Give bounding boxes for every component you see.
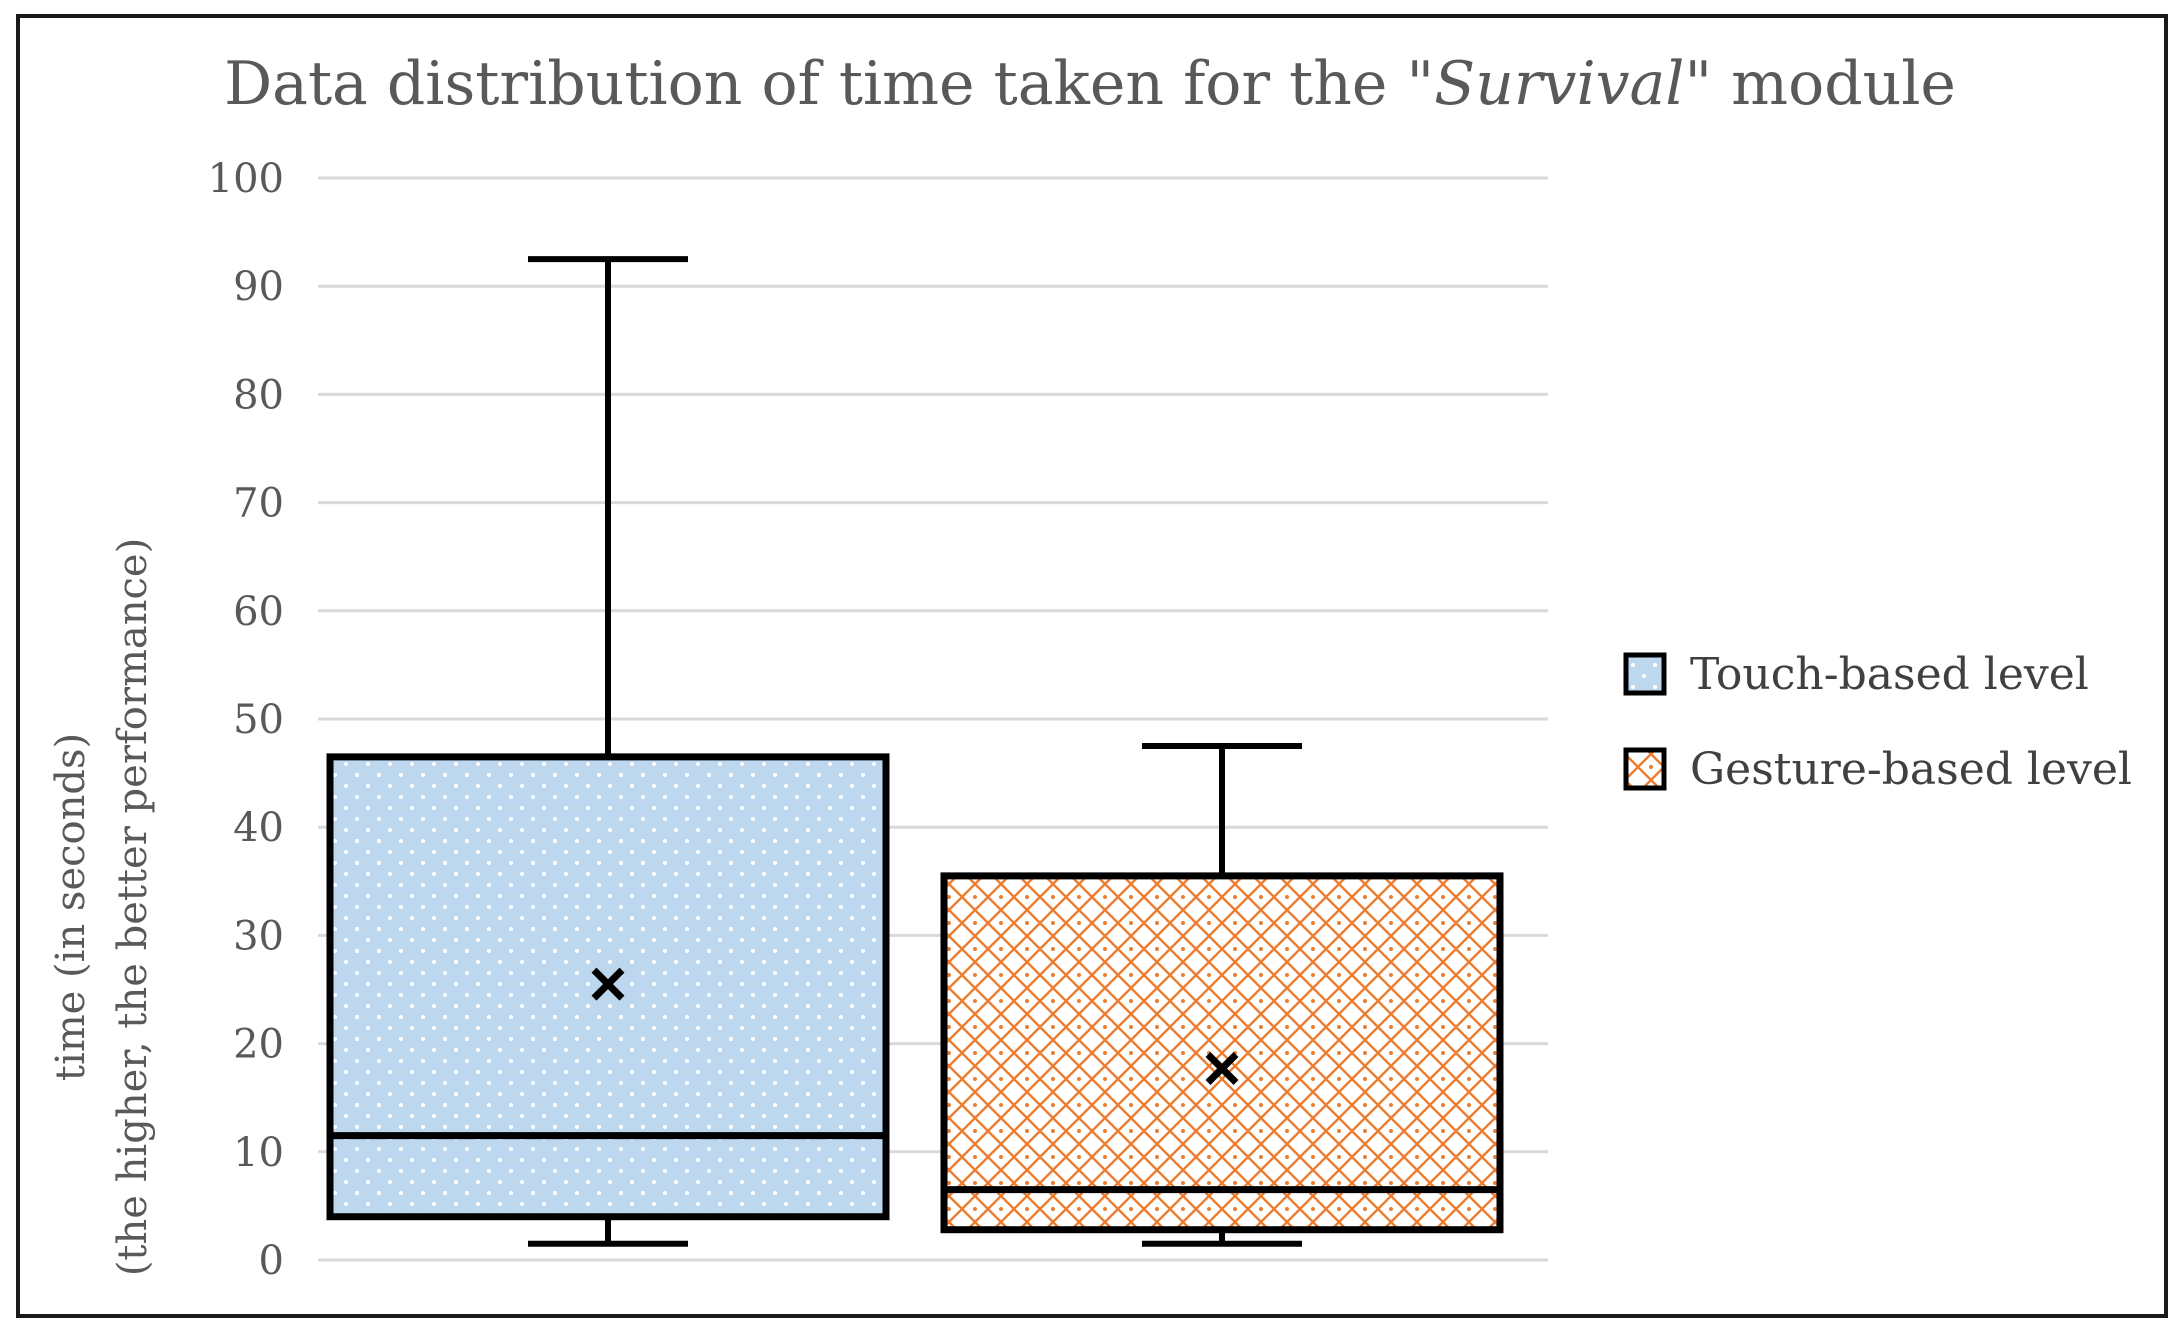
y-tick-label-40: 40 <box>233 805 284 851</box>
y-axis-label-line1: time (in seconds) <box>48 733 94 1081</box>
y-axis-label-line2: (the higher, the better performance) <box>110 538 156 1276</box>
y-tick-label-10: 10 <box>233 1130 284 1176</box>
y-tick-label-0: 0 <box>259 1238 284 1284</box>
y-tick-label-90: 90 <box>233 264 284 310</box>
mean-marker-stroke-b-gesture <box>1205 1052 1239 1085</box>
y-tick-label-60: 60 <box>233 589 284 635</box>
box-gesture <box>940 743 1504 1247</box>
mean-marker-gesture <box>1205 1052 1239 1085</box>
chart-title: Data distribution of time taken for the … <box>224 49 1956 119</box>
y-tick-label-80: 80 <box>233 372 284 418</box>
box-touch <box>326 256 890 1247</box>
y-axis-label: time (in seconds) (the higher, the bette… <box>48 538 156 1276</box>
y-tick-label-50: 50 <box>233 697 284 743</box>
chart-title-suffix: " module <box>1685 49 1956 119</box>
y-tick-label-20: 20 <box>233 1022 284 1068</box>
y-tick-label-100: 100 <box>208 156 284 202</box>
mean-marker-touch <box>591 967 625 1001</box>
y-tick-label-30: 30 <box>233 913 284 959</box>
chart-title-prefix: Data distribution of time taken for the … <box>224 49 1434 119</box>
mean-marker-stroke-b-touch <box>591 967 625 1001</box>
legend-label-touch: Touch-based level <box>1690 649 2089 700</box>
chart-title-emphasis: Survival <box>1434 49 1684 119</box>
box-series <box>326 256 1504 1247</box>
y-tick-labels: 0 10 20 30 40 50 60 70 80 90 100 <box>208 156 284 1284</box>
legend: Touch-based level Gesture-based level <box>1623 649 2132 795</box>
legend-label-gesture: Gesture-based level <box>1690 744 2132 795</box>
y-tick-label-70: 70 <box>233 481 284 527</box>
legend-swatch-gesture <box>1623 747 1667 791</box>
legend-swatch-touch <box>1623 652 1667 696</box>
iqr-box-gesture <box>940 872 1504 1234</box>
